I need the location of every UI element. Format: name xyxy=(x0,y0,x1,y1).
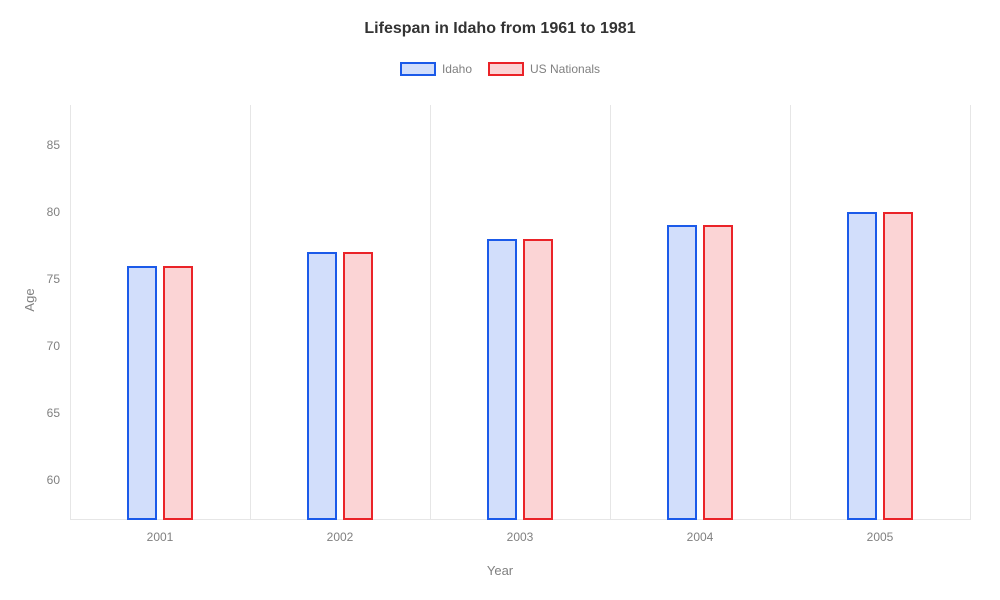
legend-item-us: US Nationals xyxy=(488,62,600,76)
bar-idaho-2002 xyxy=(307,252,337,520)
plot-area: 60657075808520012002200320042005 xyxy=(70,105,970,520)
legend-swatch-us xyxy=(488,62,524,76)
bar-us-nationals-2002 xyxy=(343,252,373,520)
y-tick-label: 70 xyxy=(47,339,60,353)
x-tick-label: 2002 xyxy=(327,530,354,544)
bar-us-nationals-2004 xyxy=(703,225,733,520)
chart-container: Lifespan in Idaho from 1961 to 1981 Idah… xyxy=(0,0,1000,600)
gridline-vertical xyxy=(790,105,791,520)
bar-idaho-2001 xyxy=(127,266,157,520)
y-tick-label: 85 xyxy=(47,138,60,152)
y-tick-label: 75 xyxy=(47,272,60,286)
gridline-vertical xyxy=(430,105,431,520)
bar-us-nationals-2003 xyxy=(523,239,553,520)
bar-idaho-2004 xyxy=(667,225,697,520)
x-axis-title: Year xyxy=(487,563,513,578)
bar-us-nationals-2005 xyxy=(883,212,913,520)
legend-label-idaho: Idaho xyxy=(442,62,472,76)
gridline-vertical xyxy=(970,105,971,520)
y-tick-label: 65 xyxy=(47,406,60,420)
bar-idaho-2003 xyxy=(487,239,517,520)
plot-border-bottom xyxy=(70,519,970,520)
legend-swatch-idaho xyxy=(400,62,436,76)
x-tick-label: 2003 xyxy=(507,530,534,544)
y-tick-label: 60 xyxy=(47,473,60,487)
y-tick-label: 80 xyxy=(47,205,60,219)
legend-label-us: US Nationals xyxy=(530,62,600,76)
x-tick-label: 2004 xyxy=(687,530,714,544)
y-axis-title: Age xyxy=(22,288,37,311)
gridline-vertical xyxy=(250,105,251,520)
chart-title: Lifespan in Idaho from 1961 to 1981 xyxy=(0,0,1000,38)
legend-item-idaho: Idaho xyxy=(400,62,472,76)
plot-border-left xyxy=(70,105,71,520)
x-tick-label: 2001 xyxy=(147,530,174,544)
gridline-vertical xyxy=(610,105,611,520)
bar-us-nationals-2001 xyxy=(163,266,193,520)
bar-idaho-2005 xyxy=(847,212,877,520)
legend: Idaho US Nationals xyxy=(0,62,1000,76)
x-tick-label: 2005 xyxy=(867,530,894,544)
